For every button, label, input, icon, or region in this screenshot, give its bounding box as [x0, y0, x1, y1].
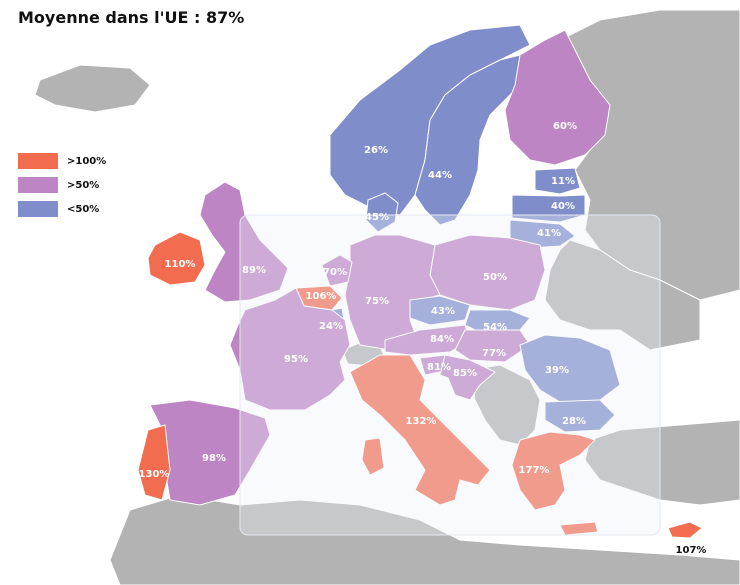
label-spain: 98% [202, 453, 226, 464]
united-kingdom-shape [199, 181, 289, 303]
hungary-shape [454, 329, 531, 363]
romania-shape [519, 334, 621, 403]
italy-shape [349, 354, 491, 506]
label-slovakia: 54% [483, 322, 507, 333]
denmark-shape [365, 192, 399, 233]
legend-item-below-50: <50% [18, 201, 106, 217]
label-greece: 177% [519, 465, 550, 476]
label-germany: 75% [365, 296, 389, 307]
bulgaria-shape [544, 399, 616, 433]
value-labels: 26% 44% 60% 11% 40% 41% 45% 110% 89% 70%… [139, 121, 707, 556]
estonia-shape [534, 167, 581, 195]
legend: >100% >50% <50% [18, 153, 106, 225]
overlay-panel [239, 214, 661, 536]
legend-item-above-100: >100% [18, 153, 106, 169]
legend-swatch [18, 153, 58, 169]
label-sweden: 44% [428, 170, 452, 181]
crete-shape [559, 521, 599, 536]
map-title: Moyenne dans l'UE : 87% [18, 8, 245, 27]
label-czechia: 43% [431, 306, 455, 317]
label-poland: 50% [483, 272, 507, 283]
label-cyprus: 107% [676, 545, 707, 556]
label-portugal: 130% [139, 469, 170, 480]
label-latvia: 40% [551, 201, 575, 212]
label-finland: 60% [553, 121, 577, 132]
label-netherlands: 70% [323, 267, 347, 278]
netherlands-shape [321, 254, 353, 287]
germany-shape [344, 234, 441, 351]
legend-label: >100% [67, 155, 107, 167]
label-lithuania: 41% [537, 228, 561, 239]
label-slovenia: 81% [427, 362, 451, 373]
label-denmark: 45% [365, 212, 389, 223]
sardinia-shape [361, 437, 385, 476]
label-ireland: 110% [165, 259, 196, 270]
label-austria: 84% [430, 334, 454, 345]
label-norway: 26% [364, 145, 388, 156]
cyprus-shape [667, 521, 703, 539]
label-france: 95% [284, 354, 308, 365]
label-romania: 39% [545, 365, 569, 376]
label-croatia: 85% [453, 368, 477, 379]
sweden-shape [414, 54, 526, 226]
croatia-shape [439, 354, 496, 401]
france-shape [229, 287, 351, 411]
label-united-kingdom: 89% [242, 265, 266, 276]
label-estonia: 11% [551, 176, 575, 187]
label-luxembourg: 24% [319, 321, 343, 332]
belarus-ukraine-land [544, 239, 701, 351]
legend-item-above-50: >50% [18, 177, 106, 193]
north-africa-land [109, 494, 740, 585]
ireland-shape [147, 231, 206, 286]
eu-countries [137, 24, 703, 539]
finland-shape [504, 29, 611, 166]
czechia-shape [409, 295, 471, 326]
iceland-land [34, 64, 151, 113]
label-belgium: 106% [306, 291, 337, 302]
legend-swatch [18, 177, 58, 193]
legend-label: >50% [67, 179, 100, 191]
portugal-shape [137, 424, 171, 501]
legend-label: <50% [67, 203, 100, 215]
legend-swatch [18, 201, 58, 217]
label-hungary: 77% [482, 348, 506, 359]
greece-shape [511, 431, 596, 511]
label-italy: 132% [406, 416, 437, 427]
label-bulgaria: 28% [562, 416, 586, 427]
